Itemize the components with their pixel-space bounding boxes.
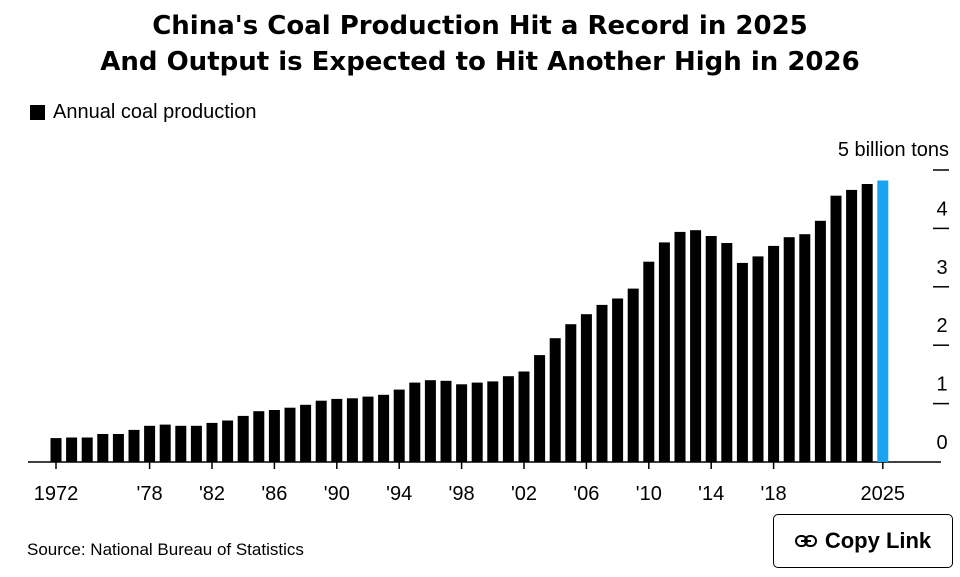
x-tick-label-2025: 2025	[861, 483, 906, 505]
bar-2009	[627, 288, 639, 462]
bar-2021	[814, 220, 826, 462]
bar-1993	[378, 394, 390, 462]
bar-1980	[175, 425, 187, 462]
bar-1990	[331, 398, 343, 462]
bar-2007	[596, 304, 608, 462]
bar-2025	[877, 180, 889, 462]
bar-2018	[768, 245, 780, 462]
bar-1983	[222, 420, 234, 462]
chart-title: China's Coal Production Hit a Record in …	[0, 8, 960, 80]
x-tick-label-2002: '02	[511, 483, 537, 505]
bar-2012	[674, 231, 686, 462]
x-tick-label-1978: '78	[137, 483, 163, 505]
y-tick-label-2: 2	[936, 315, 947, 337]
bar-2022	[830, 195, 842, 462]
bar-1996	[424, 380, 436, 462]
bar-2011	[658, 242, 670, 462]
bar-1975	[97, 434, 109, 462]
bar-2002	[518, 371, 530, 462]
x-tick-label-1972: 1972	[34, 483, 79, 505]
x-tick-label-2010: '10	[636, 483, 662, 505]
bar-1987	[284, 407, 296, 462]
bar-2015	[721, 243, 733, 462]
bar-2023	[846, 189, 858, 462]
bar-2017	[752, 256, 764, 462]
bar-1989	[315, 400, 327, 462]
copy-link-button[interactable]: Copy Link	[773, 514, 953, 568]
bar-1999	[471, 382, 483, 462]
bar-2019	[783, 237, 795, 462]
bar-2024	[861, 184, 873, 462]
bar-1972	[50, 438, 62, 462]
bar-2020	[799, 234, 811, 462]
bar-1992	[362, 396, 374, 462]
bar-1995	[409, 382, 421, 462]
bar-1974	[81, 437, 93, 462]
bar-1978	[144, 425, 156, 462]
bar-1998	[456, 384, 468, 462]
y-tick-label-1: 1	[936, 374, 947, 396]
y-tick-label-4: 4	[936, 198, 947, 220]
bar-1977	[128, 429, 140, 462]
bar-1982	[206, 422, 218, 462]
x-tick-label-1994: '94	[386, 483, 412, 505]
bar-1991	[346, 398, 358, 462]
legend: Annual coal production	[30, 101, 256, 124]
source-note: Source: National Bureau of Statistics	[27, 540, 304, 559]
x-tick-label-1990: '90	[324, 483, 350, 505]
bar-2004	[549, 338, 561, 462]
copy-link-label: Copy Link	[824, 528, 932, 553]
y-tick-label-0: 0	[936, 432, 947, 454]
bar-2013	[690, 230, 702, 462]
bar-2003	[534, 355, 546, 462]
bar-1985	[253, 411, 265, 462]
link-icon	[794, 535, 817, 547]
bar-2014	[705, 236, 717, 462]
x-tick-label-2018: '18	[761, 483, 787, 505]
bar-1973	[66, 437, 78, 462]
bar-1997	[440, 380, 452, 462]
x-tick-label-1998: '98	[449, 483, 475, 505]
bar-2008	[612, 298, 624, 462]
y-unit-label: 5 billion tons	[838, 139, 949, 161]
bar-1988	[300, 404, 312, 462]
bar-2016	[736, 262, 748, 462]
x-tick-label-1982: '82	[199, 483, 225, 505]
bar-1986	[268, 410, 280, 462]
bar-1984	[237, 415, 249, 462]
bar-1994	[393, 389, 405, 462]
bar-2006	[580, 314, 592, 462]
x-tick-label-1986: '86	[261, 483, 287, 505]
bar-2005	[565, 324, 577, 462]
bar-2000	[487, 381, 499, 462]
chart-title-line-2: And Output is Expected to Hit Another Hi…	[100, 47, 860, 77]
bar-2010	[643, 261, 655, 462]
legend-swatch	[30, 105, 45, 120]
y-tick-label-3: 3	[936, 257, 947, 279]
bar-1976	[112, 434, 124, 462]
legend-label: Annual coal production	[53, 101, 257, 123]
bar-1979	[159, 424, 171, 462]
chart-title-line-1: China's Coal Production Hit a Record in …	[152, 11, 808, 41]
bar-1981	[190, 425, 202, 462]
x-tick-label-2006: '06	[573, 483, 599, 505]
bar-2001	[502, 376, 514, 462]
x-tick-label-2014: '14	[698, 483, 724, 505]
